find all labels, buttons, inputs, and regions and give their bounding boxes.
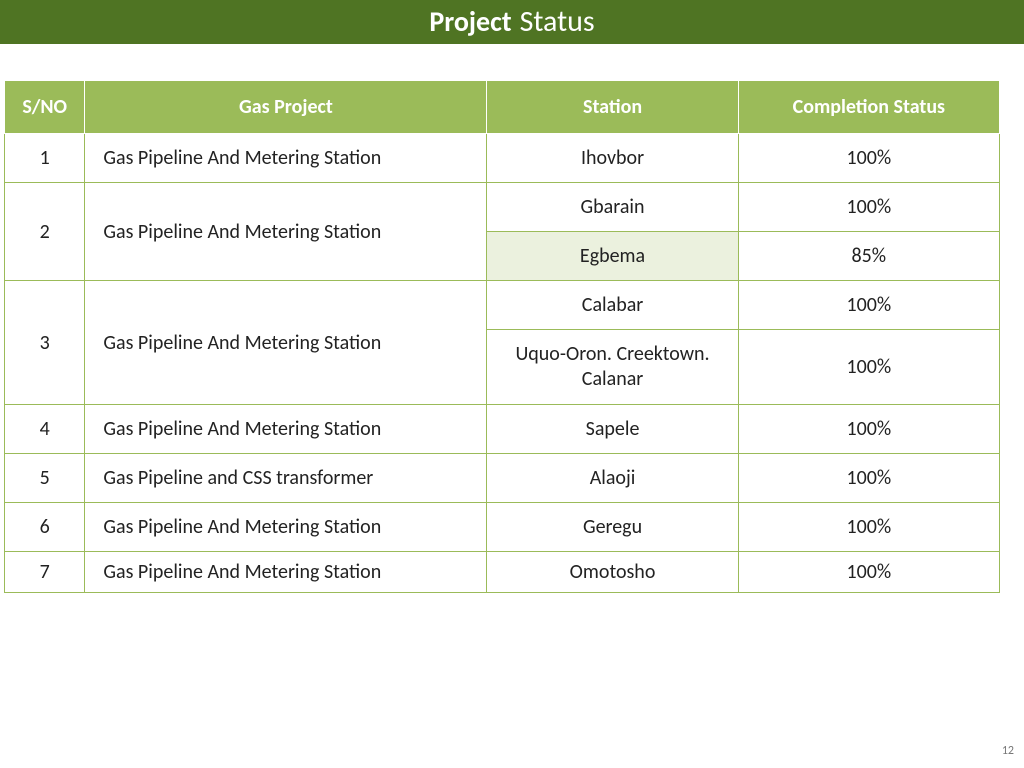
title-word2: Status — [520, 0, 595, 44]
cell-station: Alaoji — [487, 454, 738, 503]
cell-sno: 1 — [5, 134, 85, 183]
page-number: 12 — [1002, 744, 1014, 758]
cell-station: Calabar — [487, 281, 738, 330]
cell-station: Sapele — [487, 405, 738, 454]
cell-status: 100% — [738, 503, 999, 552]
cell-status: 100% — [738, 183, 999, 232]
cell-status: 85% — [738, 232, 999, 281]
cell-status: 100% — [738, 405, 999, 454]
cell-status: 100% — [738, 281, 999, 330]
cell-station: Ihovbor — [487, 134, 738, 183]
table-body: 1Gas Pipeline And Metering StationIhovbo… — [5, 134, 1000, 593]
table-header-row: S/NO Gas Project Station Completion Stat… — [5, 81, 1000, 134]
cell-sno: 7 — [5, 552, 85, 593]
title-bar: Project Status — [0, 0, 1024, 44]
col-header-sno: S/NO — [5, 81, 85, 134]
cell-status: 100% — [738, 454, 999, 503]
col-header-status: Completion Status — [738, 81, 999, 134]
cell-station: Gbarain — [487, 183, 738, 232]
cell-station: Uquo-Oron. Creektown. Calanar — [487, 330, 738, 405]
table-row: 2Gas Pipeline And Metering StationGbarai… — [5, 183, 1000, 232]
table-row: 3Gas Pipeline And Metering StationCalaba… — [5, 281, 1000, 330]
cell-sno: 3 — [5, 281, 85, 405]
col-header-station: Station — [487, 81, 738, 134]
table-row: 6Gas Pipeline And Metering StationGeregu… — [5, 503, 1000, 552]
table-row: 4Gas Pipeline And Metering StationSapele… — [5, 405, 1000, 454]
cell-station: Geregu — [487, 503, 738, 552]
cell-project: Gas Pipeline And Metering Station — [85, 281, 487, 405]
cell-status: 100% — [738, 330, 999, 405]
cell-project: Gas Pipeline And Metering Station — [85, 134, 487, 183]
col-header-project: Gas Project — [85, 81, 487, 134]
cell-station: Egbema — [487, 232, 738, 281]
cell-project: Gas Pipeline And Metering Station — [85, 503, 487, 552]
cell-status: 100% — [738, 552, 999, 593]
cell-project: Gas Pipeline And Metering Station — [85, 405, 487, 454]
project-status-table-wrap: S/NO Gas Project Station Completion Stat… — [4, 80, 1000, 744]
cell-project: Gas Pipeline And Metering Station — [85, 183, 487, 281]
cell-sno: 2 — [5, 183, 85, 281]
cell-sno: 5 — [5, 454, 85, 503]
cell-project: Gas Pipeline And Metering Station — [85, 552, 487, 593]
cell-sno: 4 — [5, 405, 85, 454]
project-status-table: S/NO Gas Project Station Completion Stat… — [4, 80, 1000, 593]
table-row: 1Gas Pipeline And Metering StationIhovbo… — [5, 134, 1000, 183]
cell-status: 100% — [738, 134, 999, 183]
table-row: 7Gas Pipeline And Metering StationOmotos… — [5, 552, 1000, 593]
slide: Project Status S/NO Gas Project Station … — [0, 0, 1024, 768]
table-row: 5Gas Pipeline and CSS transformerAlaoji1… — [5, 454, 1000, 503]
cell-station: Omotosho — [487, 552, 738, 593]
title-word1: Project — [429, 0, 511, 44]
cell-project: Gas Pipeline and CSS transformer — [85, 454, 487, 503]
cell-sno: 6 — [5, 503, 85, 552]
